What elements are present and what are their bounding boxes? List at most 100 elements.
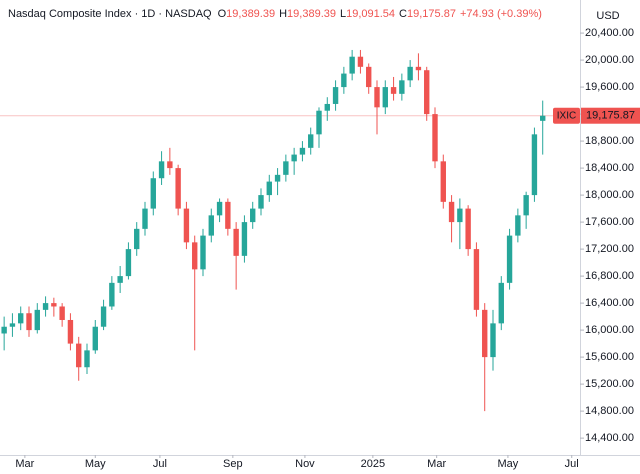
candle-body (482, 309, 488, 358)
candle-body (18, 313, 24, 324)
y-tick-label: 18,400.00 (585, 162, 634, 174)
legend-value: 19,389.39 (226, 8, 275, 20)
y-tick-label: 16,800.00 (585, 270, 634, 282)
candle-body (448, 201, 455, 223)
candle-body (457, 208, 463, 223)
candle-body (92, 326, 98, 351)
candle-body (109, 282, 115, 307)
candle-body (117, 276, 123, 283)
candle-body (26, 313, 32, 331)
candle-body (51, 303, 57, 307)
x-tick-label: Mar (15, 458, 34, 470)
x-tick-label: Jul (565, 458, 579, 470)
candle-body (374, 87, 380, 108)
candle-body (324, 103, 330, 111)
candle-body (382, 87, 388, 108)
candle-body (59, 306, 65, 320)
y-tick-label: 20,400.00 (585, 27, 634, 39)
y-tick-label: 14,400.00 (585, 432, 634, 444)
candle-body (415, 66, 422, 71)
price-tag-box (581, 107, 640, 124)
x-tick-label: Mar (427, 458, 446, 470)
legend-key: L (340, 8, 346, 20)
candle-body (9, 323, 16, 327)
candle-body (183, 208, 190, 243)
chart-title: Nasdaq Composite Index · 1D · NASDAQ (8, 8, 212, 20)
candle-body (266, 181, 272, 196)
candle-body (192, 242, 198, 270)
candle-body (366, 66, 372, 88)
x-tick-label: Sep (223, 458, 243, 470)
legend-change: +74.93 (+0.39%) (460, 8, 542, 20)
candle-body (250, 208, 256, 223)
candle-body (200, 235, 206, 270)
x-tick-label: Nov (295, 458, 315, 470)
candle-body (142, 208, 148, 229)
legend-key: C (399, 8, 407, 20)
candle-body (540, 115, 546, 121)
price-tag-name: IXIC (557, 110, 576, 121)
candle-body (515, 215, 521, 236)
candle-body (283, 161, 289, 175)
candle-body (134, 228, 140, 250)
candle-body (473, 249, 480, 310)
candle-body (42, 303, 49, 310)
candle-body (531, 134, 538, 196)
candle-body (440, 161, 446, 202)
price-tag-label: 19,175.87 (586, 110, 635, 122)
candle-body (332, 87, 339, 104)
candle-body (506, 235, 513, 283)
legend-value: 19,175.87 (407, 8, 456, 20)
candle-body (465, 208, 471, 250)
candle-body (167, 161, 173, 169)
candle-body (308, 134, 314, 148)
legend-value: 19,389.39 (287, 8, 336, 20)
candle-body (225, 201, 231, 229)
y-tick-label: 19,600.00 (585, 81, 634, 93)
legend-value: 19,091.54 (346, 8, 395, 20)
candle-body (407, 66, 413, 81)
candle-body (84, 350, 90, 368)
candle-body (523, 195, 529, 216)
candle-body (299, 147, 306, 155)
candle-body (1, 326, 7, 334)
y-tick-label: 17,200.00 (585, 243, 634, 255)
candle-body (150, 178, 156, 209)
plot-area (0, 49, 580, 412)
candle-body (216, 201, 223, 216)
y-tick-label: 16,400.00 (585, 297, 634, 309)
x-tick-label: May (498, 458, 519, 470)
candle-body (316, 110, 322, 135)
candle-body (390, 87, 397, 94)
y-tick-label: 14,800.00 (585, 405, 634, 417)
chart-header: Nasdaq Composite Index · 1D · NASDAQ O19,… (8, 8, 542, 20)
candle-body (241, 222, 248, 256)
candle-body (100, 306, 107, 327)
legend-key: O (218, 8, 227, 20)
y-tick-label: 15,200.00 (585, 378, 634, 390)
legend-key: H (279, 8, 287, 20)
candle-body (349, 56, 355, 74)
y-tick-label: 17,600.00 (585, 216, 634, 228)
candle-body (424, 70, 430, 115)
candle-body (341, 73, 347, 88)
x-tick-label: 2025 (361, 458, 385, 470)
candle-body (399, 80, 405, 94)
candle-body (291, 154, 297, 162)
x-tick-label: Jul (153, 458, 167, 470)
y-tick-label: 20,000.00 (585, 54, 634, 66)
candle-body (76, 343, 82, 368)
candle-body (175, 168, 181, 209)
candle-body (34, 309, 40, 331)
candle-body (125, 249, 132, 277)
currency-label: USD (596, 10, 619, 22)
y-tick-label: 15,600.00 (585, 351, 634, 363)
candle-body (208, 215, 214, 236)
y-tick-label: 18,800.00 (585, 135, 634, 147)
x-tick-label: May (85, 458, 106, 470)
candle-body (67, 319, 74, 344)
candle-body (490, 323, 496, 358)
price-tag-name-box (553, 107, 580, 124)
y-tick-label: 16,000.00 (585, 324, 634, 336)
